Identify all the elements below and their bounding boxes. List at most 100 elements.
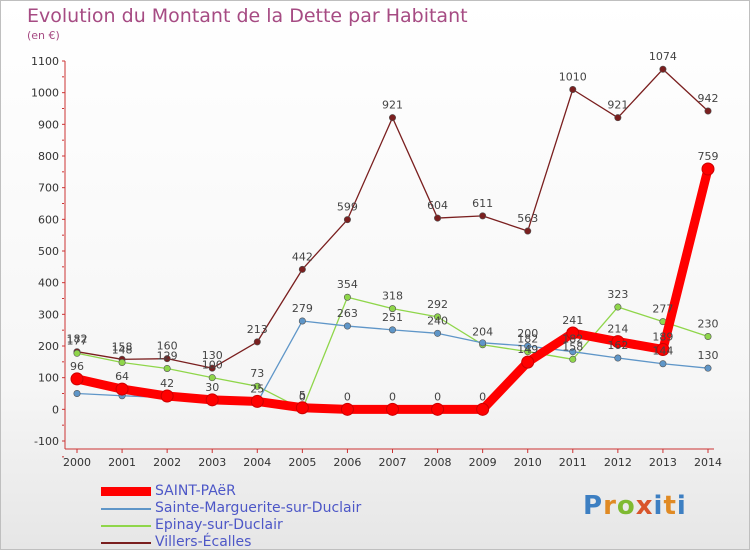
data-point bbox=[340, 402, 354, 416]
x-tick-label: 2008 bbox=[424, 456, 452, 469]
data-point bbox=[70, 372, 84, 386]
data-point bbox=[388, 305, 396, 313]
data-point bbox=[521, 355, 535, 369]
x-tick-label: 2002 bbox=[153, 456, 181, 469]
data-label: 921 bbox=[607, 99, 628, 112]
data-point bbox=[701, 162, 715, 176]
data-label: 130 bbox=[698, 349, 719, 362]
data-label: 0 bbox=[479, 390, 486, 403]
data-point bbox=[73, 349, 81, 357]
data-label: 148 bbox=[112, 343, 133, 356]
data-label: 96 bbox=[70, 360, 84, 373]
y-tick-label: 1000 bbox=[31, 87, 59, 100]
data-label: 292 bbox=[427, 298, 448, 311]
data-point bbox=[704, 107, 712, 115]
data-point bbox=[253, 382, 261, 390]
legend-swatch bbox=[101, 508, 151, 510]
data-point bbox=[73, 389, 81, 397]
legend-swatch bbox=[101, 525, 151, 527]
data-label: 158 bbox=[112, 340, 133, 353]
chart-title: Evolution du Montant de la Dette par Hab… bbox=[27, 5, 468, 27]
data-point bbox=[163, 355, 171, 363]
x-tick-label: 2003 bbox=[198, 456, 226, 469]
data-point bbox=[343, 216, 351, 224]
data-point bbox=[656, 342, 670, 356]
x-tick-label: 2012 bbox=[604, 456, 632, 469]
proxiti-logo: Proxiti bbox=[583, 491, 687, 521]
data-label: 277 bbox=[652, 303, 673, 316]
data-point bbox=[295, 401, 309, 415]
y-tick-label: 500 bbox=[38, 245, 59, 258]
data-label: 149 bbox=[517, 343, 538, 356]
y-tick-label: 900 bbox=[38, 118, 59, 131]
data-label: 182 bbox=[562, 333, 583, 346]
data-point bbox=[343, 293, 351, 301]
chart-unit: (en €) bbox=[27, 29, 60, 42]
y-tick-label: 0 bbox=[52, 403, 59, 416]
data-point bbox=[253, 338, 261, 346]
data-label: 182 bbox=[517, 333, 538, 346]
data-point bbox=[205, 393, 219, 407]
data-label: 942 bbox=[698, 92, 719, 105]
data-label: 189 bbox=[652, 330, 673, 343]
y-tick-label: 600 bbox=[38, 213, 59, 226]
data-point bbox=[569, 348, 577, 356]
data-label: 64 bbox=[115, 370, 129, 383]
data-point bbox=[569, 355, 577, 363]
data-point bbox=[569, 86, 577, 94]
data-label: 200 bbox=[517, 327, 538, 340]
data-label: 323 bbox=[607, 288, 628, 301]
data-label: 182 bbox=[67, 333, 88, 346]
legend-swatch bbox=[101, 542, 151, 544]
data-point bbox=[524, 342, 532, 350]
data-label: 162 bbox=[607, 339, 628, 352]
data-point bbox=[163, 364, 171, 372]
data-label: 73 bbox=[250, 367, 264, 380]
data-label: 263 bbox=[337, 307, 358, 320]
data-label: 563 bbox=[517, 212, 538, 225]
data-label: 0 bbox=[344, 390, 351, 403]
y-tick-label: 300 bbox=[38, 308, 59, 321]
data-label: 442 bbox=[292, 250, 313, 263]
data-point bbox=[614, 303, 622, 311]
data-point bbox=[434, 329, 442, 337]
data-point bbox=[343, 322, 351, 330]
data-point bbox=[388, 114, 396, 122]
data-label: 0 bbox=[299, 390, 306, 403]
data-label: 204 bbox=[472, 326, 493, 339]
data-label: 30 bbox=[205, 381, 219, 394]
data-label: 1010 bbox=[559, 71, 587, 84]
data-point bbox=[431, 402, 445, 416]
x-tick-label: 2000 bbox=[63, 456, 91, 469]
data-label: 604 bbox=[427, 199, 448, 212]
x-tick-label: 2005 bbox=[288, 456, 316, 469]
data-point bbox=[388, 326, 396, 334]
data-point bbox=[704, 332, 712, 340]
data-point bbox=[566, 326, 580, 340]
data-point bbox=[659, 65, 667, 73]
data-label: 279 bbox=[292, 302, 313, 315]
data-label: 0 bbox=[434, 390, 441, 403]
x-tick-label: 2001 bbox=[108, 456, 136, 469]
x-tick-label: 2010 bbox=[514, 456, 542, 469]
data-point bbox=[659, 360, 667, 368]
y-tick-label: 700 bbox=[38, 182, 59, 195]
data-point bbox=[118, 358, 126, 366]
data-label: 213 bbox=[247, 323, 268, 336]
data-label: 759 bbox=[698, 150, 719, 163]
data-point bbox=[115, 382, 129, 396]
data-label: 42 bbox=[160, 377, 174, 390]
x-tick-label: 2011 bbox=[559, 456, 587, 469]
data-label: 160 bbox=[157, 340, 178, 353]
data-label: 240 bbox=[427, 314, 448, 327]
data-point bbox=[208, 364, 216, 372]
x-tick-label: 2007 bbox=[379, 456, 407, 469]
x-tick-label: 2014 bbox=[694, 456, 722, 469]
data-point bbox=[479, 212, 487, 220]
data-label: 241 bbox=[562, 314, 583, 327]
data-label: 144 bbox=[652, 345, 673, 358]
data-point bbox=[476, 402, 490, 416]
x-tick-label: 2006 bbox=[333, 456, 361, 469]
